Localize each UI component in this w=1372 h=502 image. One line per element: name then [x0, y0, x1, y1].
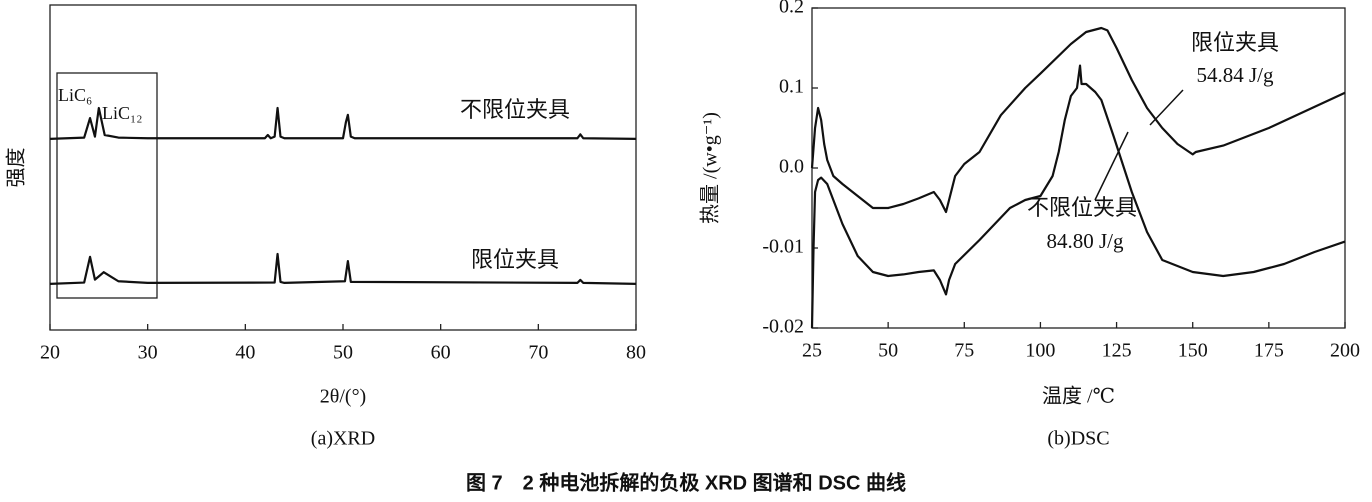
y-tick-label: -0.01	[762, 236, 804, 258]
x-tick-label: 80	[626, 342, 646, 364]
y-tick-label: 0.2	[779, 0, 804, 18]
figure-title: 图 7 2 种电池拆解的负极 XRD 图谱和 DSC 曲线	[466, 470, 906, 494]
x-tick-label: 70	[528, 342, 548, 364]
series-line	[810, 64, 1346, 329]
annotation: LiC₆	[58, 85, 92, 105]
x-tick-label: 50	[878, 340, 898, 362]
x-tick-label: 175	[1254, 340, 1284, 362]
x-tick-label: 100	[1025, 340, 1055, 362]
x-tick-label: 20	[40, 342, 60, 364]
leader-line	[1094, 131, 1129, 201]
plot-frame	[811, 7, 1346, 329]
x-tick-label: 25	[802, 340, 822, 362]
series-label: 不限位夹具	[460, 97, 570, 122]
y-axis-label: 热量 /(w•g⁻¹)	[699, 112, 722, 224]
highlight-box	[56, 72, 158, 299]
x-tick-label: 30	[138, 342, 158, 364]
annotation: 84.80 J/g	[1046, 229, 1124, 253]
x-tick-label: 125	[1102, 340, 1132, 362]
caption: (b)DSC	[1047, 428, 1109, 450]
caption: (a)XRD	[311, 428, 375, 450]
series-label: 限位夹具	[471, 247, 559, 272]
annotation: LiC₁₂	[102, 103, 143, 123]
x-tick-label: 75	[954, 340, 974, 362]
x-axis-label: 温度 /℃	[1042, 385, 1115, 408]
annotation: 54.84 J/g	[1196, 63, 1274, 87]
x-tick-label: 50	[333, 342, 353, 364]
x-tick-label: 60	[431, 342, 451, 364]
series-label: 限位夹具	[1191, 30, 1279, 55]
x-axis-label: 2θ/(°)	[320, 386, 366, 408]
x-tick-label: 200	[1330, 340, 1360, 362]
x-tick-label: 150	[1178, 340, 1208, 362]
y-axis-label: 强度	[5, 148, 28, 188]
series-label: 不限位夹具	[1027, 195, 1137, 220]
y-tick-label: -0.02	[762, 316, 804, 338]
series-line	[49, 106, 637, 140]
series-line	[49, 252, 637, 285]
y-tick-label: 0.1	[779, 76, 804, 98]
series-line	[810, 26, 1346, 214]
y-tick-label: 0.0	[779, 156, 804, 178]
x-tick-label: 40	[235, 342, 255, 364]
